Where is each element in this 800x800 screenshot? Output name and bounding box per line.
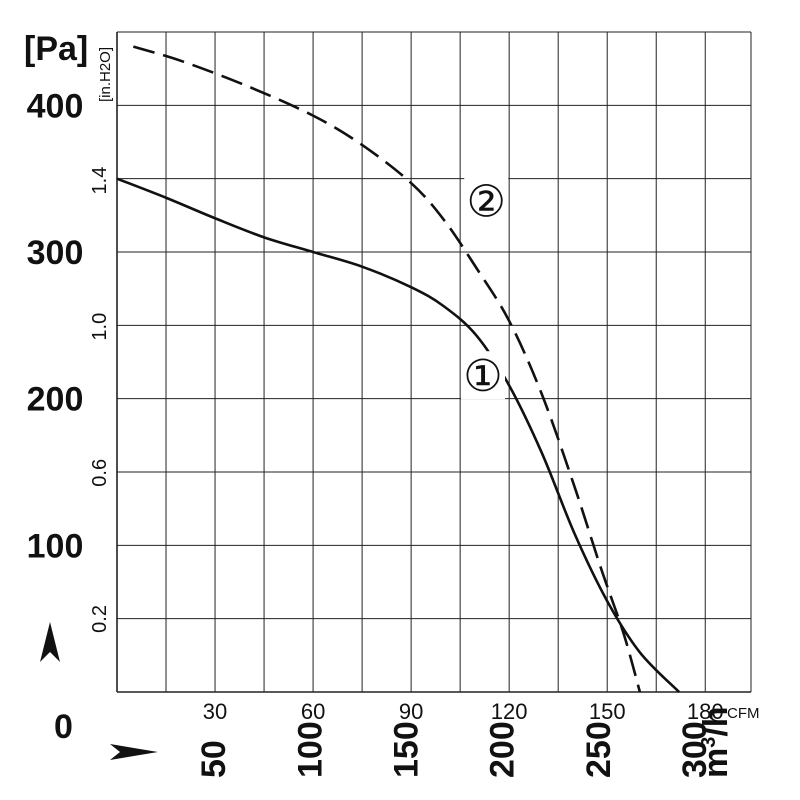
y-tick-label-inh2o: 0.6	[89, 459, 111, 487]
series-1-line	[116, 177, 681, 693]
y-tick-label-pa: 100	[27, 527, 84, 565]
series-2-label: ②	[467, 177, 506, 228]
grid	[116, 31, 752, 693]
curves	[116, 45, 681, 693]
x-tick-label-m3h: 50	[195, 740, 233, 778]
series-label-backdrop	[461, 351, 506, 400]
x-direction-arrow-icon	[110, 744, 158, 760]
x-tick-label-m3h: 200	[484, 721, 522, 778]
y-axis-unit-inh2o: [in.H2O]	[97, 47, 114, 102]
y-tick-label-inh2o: 1.4	[89, 167, 111, 195]
x-tick-label-cfm: 150	[589, 699, 626, 724]
x-tick-label-m3h: 250	[580, 721, 618, 778]
y-tick-label-pa: 300	[27, 234, 84, 272]
y-tick-label-pa: 200	[27, 381, 84, 419]
y-tick-label-pa: 400	[27, 87, 84, 125]
labels: 100 200 300 400 0.2 0.6 1.0 1.4 30 60 90 120 150 180 5…	[27, 87, 724, 778]
x-tick-label-m3h: 150	[388, 721, 426, 778]
x-tick-label-cfm: 120	[491, 699, 528, 724]
x-tick-label-m3h: 100	[291, 721, 329, 778]
x-tick-label-cfm: 60	[301, 699, 325, 724]
x-tick-label-m3h: 300	[676, 721, 714, 778]
y-tick-label-inh2o: 1.0	[89, 313, 111, 341]
y-tick-label-inh2o: 0.2	[89, 605, 111, 633]
series-2-line	[132, 45, 642, 693]
series-label-backdrop	[464, 176, 509, 225]
x-tick-label-cfm: 180	[687, 699, 724, 724]
series-1-label: ①	[463, 351, 502, 402]
x-tick-label-cfm: 90	[399, 699, 423, 724]
x-tick-label-cfm: 30	[203, 699, 227, 724]
origin-label: 0	[54, 708, 73, 746]
y-axis-unit-pa: [Pa]	[24, 30, 88, 68]
y-direction-arrow-icon	[40, 622, 60, 662]
x-axis-unit-m3h: m3/h	[697, 706, 735, 778]
x-axis-unit-cfm: CFM	[727, 705, 760, 722]
